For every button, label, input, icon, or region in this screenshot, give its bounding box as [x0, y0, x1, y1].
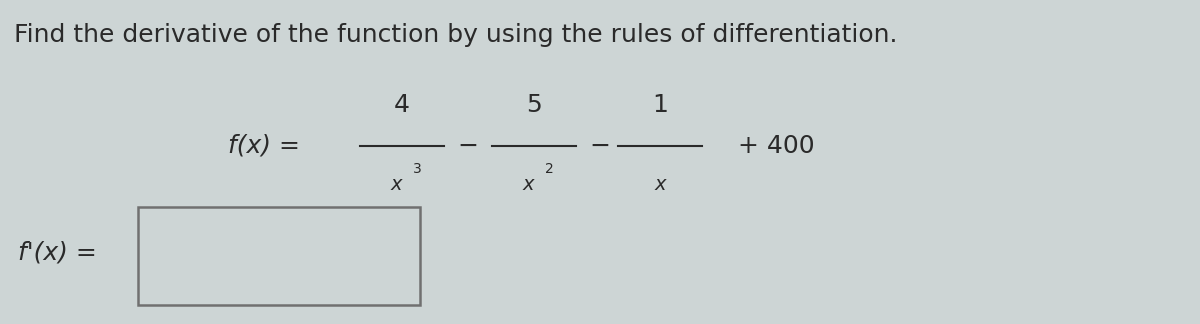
Text: −: −: [457, 134, 479, 158]
Text: x: x: [390, 175, 402, 194]
Text: f(x) =: f(x) =: [228, 134, 300, 158]
Text: f'(x) =: f'(x) =: [18, 241, 97, 265]
Text: 3: 3: [413, 162, 422, 176]
Text: 2: 2: [545, 162, 554, 176]
Bar: [138, 207, 420, 305]
Text: + 400: + 400: [738, 134, 815, 158]
Text: 4: 4: [394, 93, 410, 117]
Text: Find the derivative of the function by using the rules of differentiation.: Find the derivative of the function by u…: [14, 23, 898, 47]
Text: x: x: [522, 175, 534, 194]
Text: −: −: [589, 134, 611, 158]
Text: 1: 1: [652, 93, 668, 117]
Text: 5: 5: [526, 93, 542, 117]
Text: x: x: [654, 175, 666, 194]
